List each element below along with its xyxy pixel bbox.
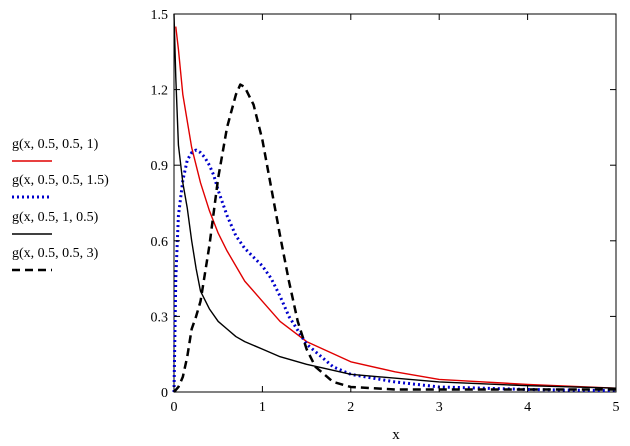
x-tick-label: 1 [259,400,266,415]
plot-frame [173,13,617,393]
y-tick-label: 0.6 [151,235,169,250]
plot-border [173,13,617,393]
legend: g(x, 0.5, 0.5, 1) g(x, 0.5, 0.5, 1.5) g(x,… [12,137,109,272]
y-tick-label: 0.9 [151,159,169,174]
y-tick-label: 1.5 [151,8,169,23]
series-line-1 [175,26,617,389]
series-layer [172,13,617,393]
y-tick-label: 0.3 [151,310,169,325]
x-axis-title: x [392,427,400,443]
x-tick-label: 4 [524,400,531,415]
ticks-layer: 0 1 2 3 4 5 0 0.3 0.6 0.9 1.2 1.5 [151,8,620,415]
series-line-4 [173,83,616,393]
legend-label: g(x, 0.5, 1, 0.5) [12,210,99,225]
series-line-2 [172,148,617,393]
x-tick-label: 5 [613,400,620,415]
x-tick-label: 3 [436,400,443,415]
legend-label: g(x, 0.5, 0.5, 3) [12,246,99,261]
legend-label: g(x, 0.5, 0.5, 1.5) [12,173,109,188]
y-tick-label: 0 [161,386,168,401]
y-tick-label: 1.2 [151,84,169,99]
legend-label: g(x, 0.5, 0.5, 1) [12,137,99,152]
x-tick-label: 0 [171,400,178,415]
x-tick-label: 2 [347,400,354,415]
series-line-3 [173,13,617,389]
